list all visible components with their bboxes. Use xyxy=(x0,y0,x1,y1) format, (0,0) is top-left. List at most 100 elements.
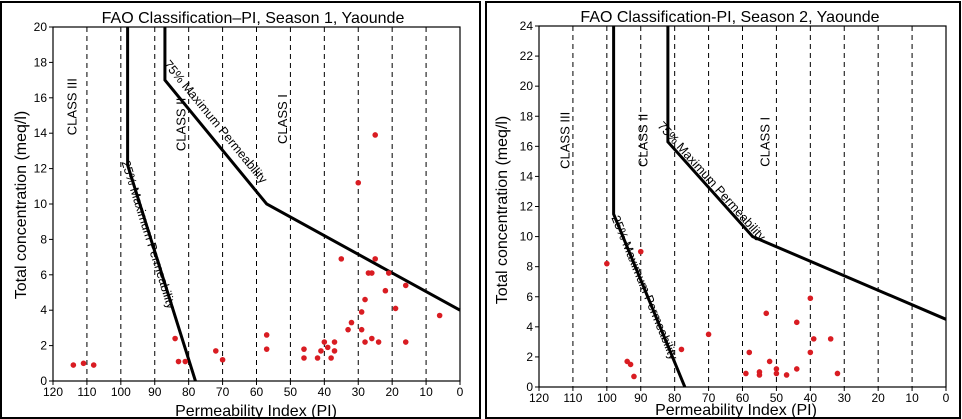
y-tick-label: 6 xyxy=(526,290,533,304)
y-tick-label: 4 xyxy=(526,320,533,334)
x-tick-label: 80 xyxy=(668,391,682,405)
data-point xyxy=(331,339,338,345)
data-point xyxy=(793,319,800,326)
x-tick-label: 110 xyxy=(77,385,96,399)
data-point xyxy=(331,348,338,354)
x-tick-label: 100 xyxy=(111,385,131,399)
y-tick-label: 14 xyxy=(34,126,48,140)
x-tick-label: 60 xyxy=(250,385,264,399)
data-point xyxy=(321,339,328,345)
x-tick-label: 40 xyxy=(318,385,332,399)
x-tick-label: 70 xyxy=(216,385,230,399)
x-axis-label: Permeability Index (PI) xyxy=(175,403,337,419)
x-tick-label: 80 xyxy=(182,385,196,399)
x-tick-label: 110 xyxy=(563,391,582,405)
data-point xyxy=(743,370,749,377)
grid-lines xyxy=(572,26,913,387)
data-point xyxy=(763,310,770,317)
data-point xyxy=(375,339,382,345)
x-tick-label: 60 xyxy=(736,391,750,405)
data-point xyxy=(827,336,834,342)
y-tick-label: 8 xyxy=(40,232,47,246)
chart-title: FAO Classification-PI, Season 2, Yaounde xyxy=(580,9,879,26)
data-point xyxy=(358,326,365,333)
x-tick-label: 30 xyxy=(838,391,852,405)
x-axis-label: Permeability Index (PI) xyxy=(655,402,817,419)
data-point xyxy=(793,366,800,372)
y-tick-label: 22 xyxy=(520,49,534,63)
panel-border xyxy=(0,1,481,419)
y-axis-label: Total concentration (meq/l) xyxy=(494,116,511,305)
x-tick-label: 0 xyxy=(457,385,464,399)
y-tick-label: 20 xyxy=(34,20,48,34)
boundary-75-percent xyxy=(163,27,461,312)
y-tick-label: 8 xyxy=(526,260,533,274)
data-point xyxy=(746,349,753,356)
data-point xyxy=(213,348,219,354)
y-tick-label: 20 xyxy=(520,79,534,93)
data-point xyxy=(834,370,841,377)
data-point xyxy=(345,326,351,333)
data-point xyxy=(348,319,355,326)
data-point xyxy=(263,332,270,338)
class-label: CLASS I xyxy=(758,117,773,167)
data-points xyxy=(604,248,841,380)
data-point xyxy=(175,358,182,365)
data-point xyxy=(301,346,307,352)
data-point xyxy=(338,256,345,262)
class-label: CLASS III xyxy=(65,78,80,135)
data-point xyxy=(324,344,331,351)
y-tick-label: 16 xyxy=(34,91,48,105)
chart-panel-season-2: 120 110 100 90 80 70 60 50 40 30 20 10 0024681012141… xyxy=(485,1,961,419)
data-point xyxy=(362,296,368,303)
data-point xyxy=(355,179,362,186)
y-tick-label: 6 xyxy=(40,268,47,282)
data-point xyxy=(90,362,97,368)
class-label: CLASS II xyxy=(636,114,651,167)
data-point xyxy=(604,260,610,267)
panel-border xyxy=(485,1,961,419)
class-label: CLASS II xyxy=(173,98,188,151)
data-point xyxy=(402,339,409,345)
data-point xyxy=(362,339,368,345)
data-point xyxy=(783,372,790,378)
axis-ticks: 120 110 100 90 80 70 60 50 40 30 20 10 0024681012141… xyxy=(520,19,950,405)
y-tick-label: 16 xyxy=(520,139,534,153)
data-point xyxy=(766,358,773,365)
y-tick-label: 0 xyxy=(526,380,533,394)
y-tick-label: 2 xyxy=(526,350,533,364)
y-tick-label: 0 xyxy=(40,374,47,388)
data-point xyxy=(807,295,814,302)
data-point xyxy=(219,356,226,363)
data-points xyxy=(70,132,443,368)
class-labels: CLASS III CLASS II CLASS I xyxy=(558,112,773,169)
x-tick-label: 50 xyxy=(770,391,784,405)
data-point xyxy=(301,355,307,361)
y-tick-label: 18 xyxy=(520,109,534,123)
grid-lines xyxy=(86,27,427,381)
x-tick-label: 10 xyxy=(419,385,433,399)
data-point xyxy=(369,270,375,276)
data-point xyxy=(372,256,379,262)
data-point xyxy=(402,282,409,289)
x-tick-label: 0 xyxy=(943,391,950,405)
y-tick-label: 18 xyxy=(34,55,48,69)
data-point xyxy=(372,132,379,138)
y-tick-label: 14 xyxy=(520,169,534,183)
boundary-label: 25% Maximum Permeability xyxy=(608,213,680,362)
x-tick-label: 90 xyxy=(634,391,648,405)
boundary-75-percent xyxy=(666,26,947,321)
axis-ticks: 120 110 100 90 80 70 60 50 40 30 20 10 0024681012141… xyxy=(34,20,464,399)
y-tick-label: 10 xyxy=(520,230,534,244)
x-tick-label: 30 xyxy=(352,385,366,399)
x-tick-label: 100 xyxy=(597,391,617,405)
data-point xyxy=(80,360,87,367)
data-point xyxy=(318,348,324,354)
y-tick-label: 12 xyxy=(520,200,534,214)
class-label: CLASS III xyxy=(558,112,573,169)
y-tick-label: 10 xyxy=(34,197,48,211)
x-tick-label: 120 xyxy=(43,385,63,399)
